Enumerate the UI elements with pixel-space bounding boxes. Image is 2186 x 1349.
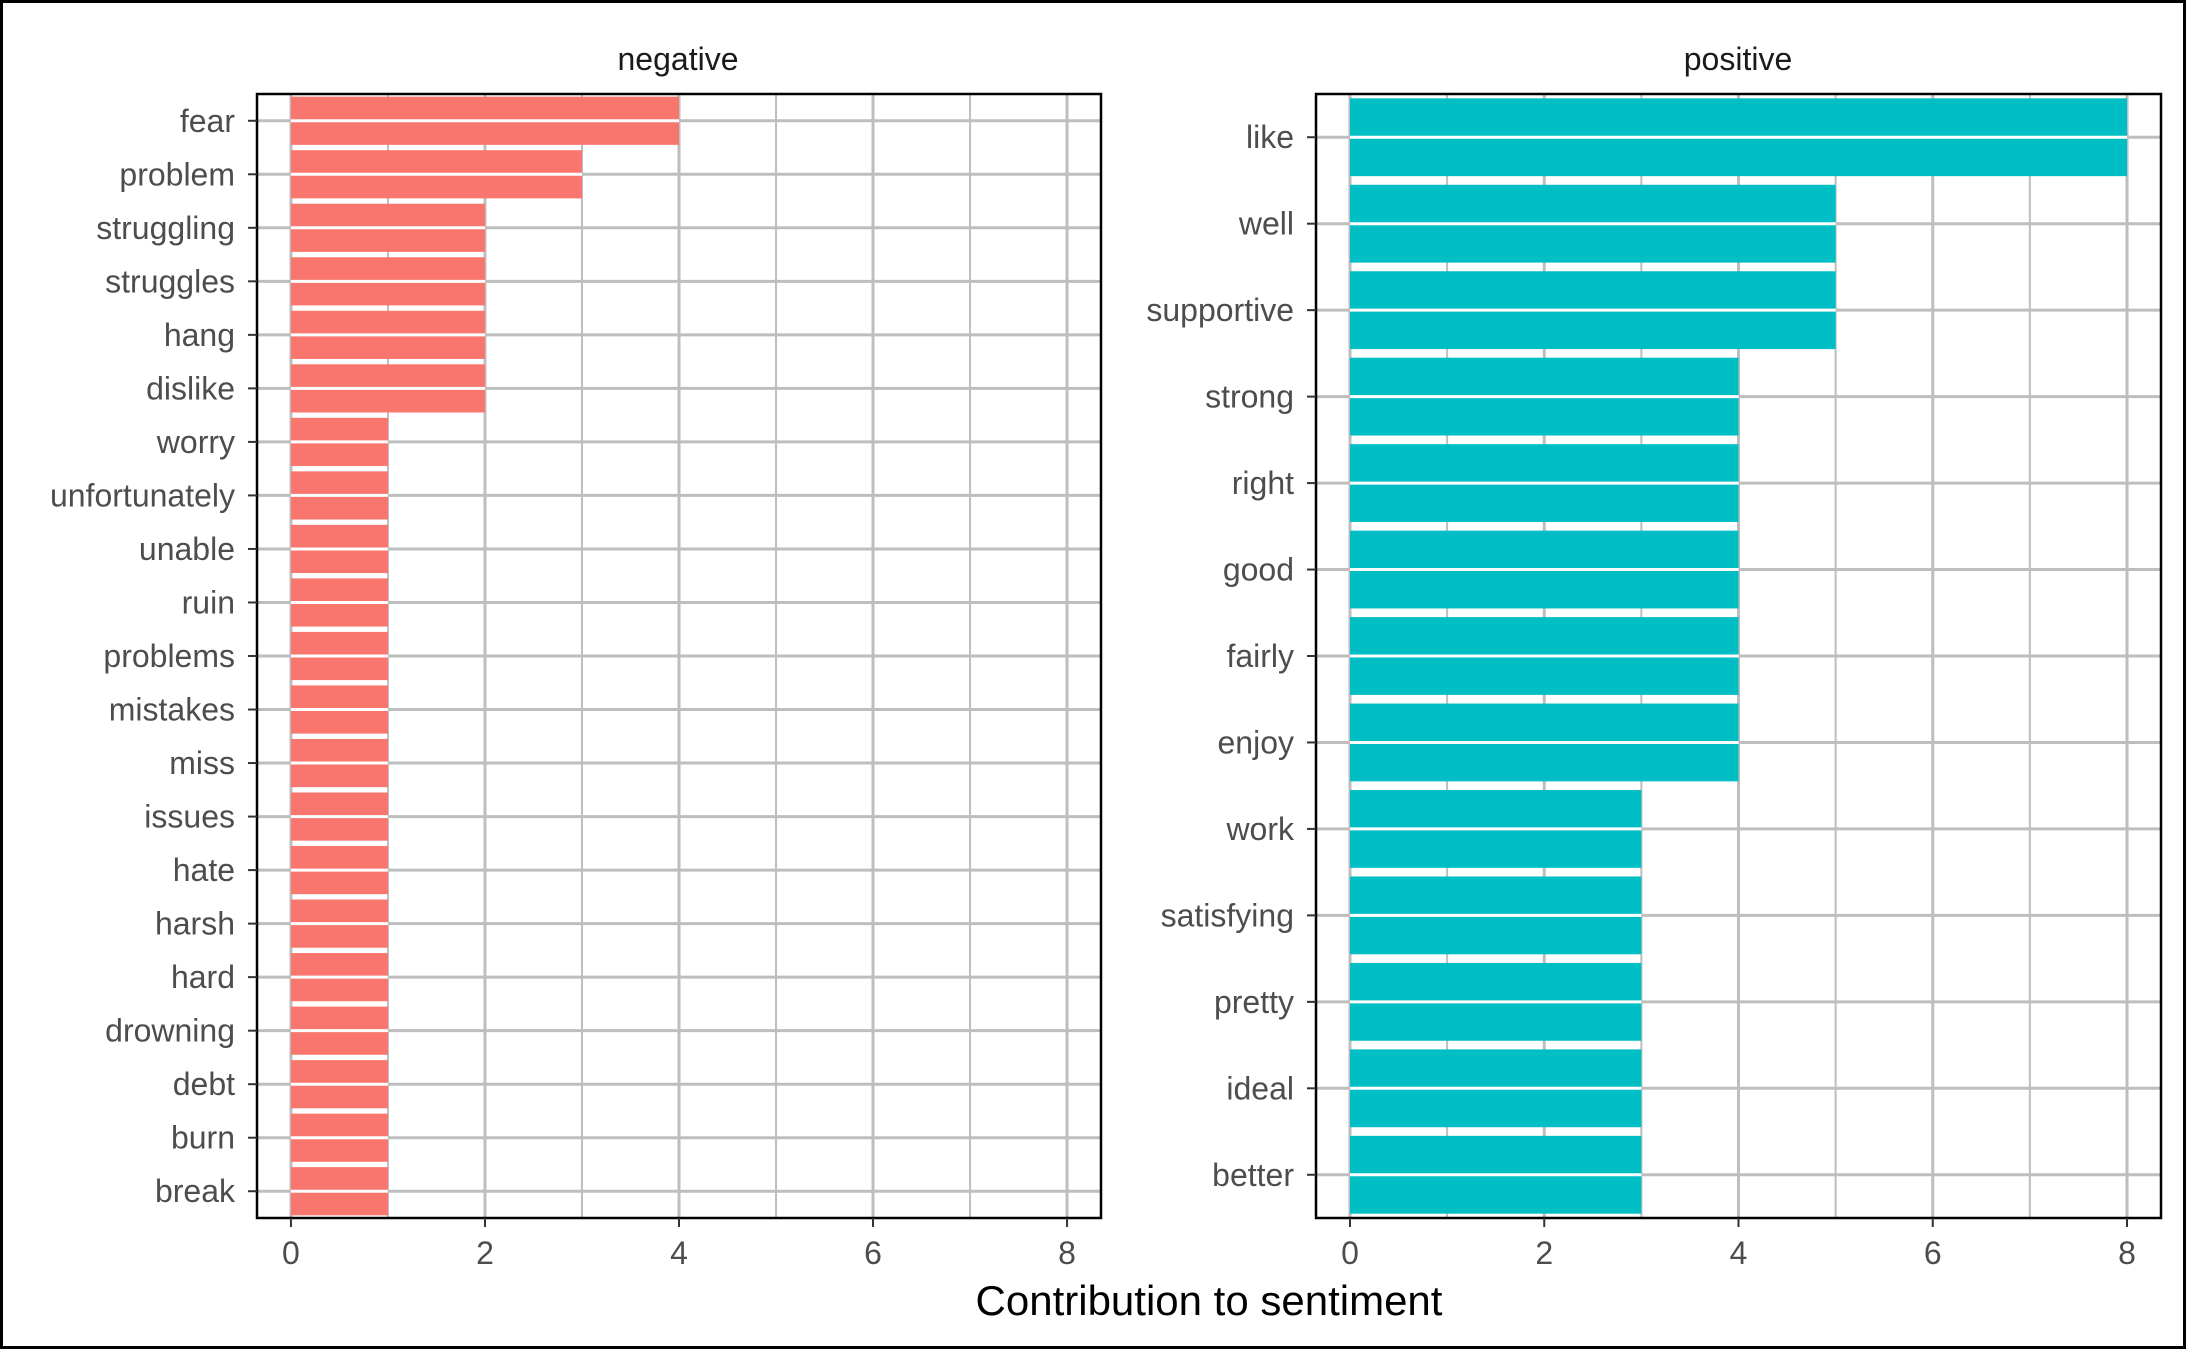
y-tick-label: better — [1212, 1157, 1294, 1193]
y-tick-label: break — [155, 1173, 236, 1209]
y-axis: fear problem struggling struggles hang dislik… — [50, 103, 257, 1209]
panel-title-positive: positive — [1684, 41, 1793, 77]
y-tick-label: hate — [173, 852, 235, 888]
y-tick-label: ideal — [1226, 1070, 1294, 1106]
x-tick-label: 4 — [1730, 1235, 1748, 1271]
bars — [1349, 98, 2128, 1214]
panel-positive: positive like well supportive strong right goo… — [1146, 41, 2163, 1271]
y-tick-label: mistakes — [109, 692, 235, 728]
y-tick-label: pretty — [1214, 984, 1294, 1020]
panel-negative: negative fear problem struggling struggles ha… — [50, 41, 1103, 1271]
x-axis: 0 2 4 6 8 — [282, 1218, 1076, 1271]
y-tick-label: burn — [171, 1120, 235, 1156]
y-tick-label: unfortunately — [50, 477, 235, 513]
x-axis-label: Contribution to sentiment — [976, 1277, 1443, 1324]
y-tick-label: ruin — [182, 584, 235, 620]
y-tick-label: worry — [156, 424, 235, 460]
y-tick-label: hard — [171, 959, 235, 995]
y-tick-label: fear — [180, 103, 235, 139]
y-tick-label: struggles — [105, 263, 235, 299]
y-tick-label: drowning — [105, 1013, 235, 1049]
y-tick-label: right — [1232, 465, 1294, 501]
y-tick-label: problem — [119, 156, 235, 192]
bars — [290, 96, 679, 1216]
y-tick-label: debt — [173, 1066, 235, 1102]
y-tick-label: struggling — [96, 210, 235, 246]
y-tick-label: well — [1238, 206, 1294, 242]
y-tick-label: supportive — [1146, 292, 1294, 328]
y-tick-label: dislike — [146, 370, 235, 406]
y-tick-label: enjoy — [1218, 724, 1295, 760]
y-tick-label: unable — [139, 531, 235, 567]
x-tick-label: 0 — [1341, 1235, 1359, 1271]
x-tick-label: 2 — [476, 1235, 494, 1271]
x-tick-label: 6 — [1924, 1235, 1942, 1271]
y-tick-label: harsh — [155, 906, 235, 942]
panels: negative fear problem struggling struggles ha… — [50, 41, 2163, 1271]
x-tick-label: 0 — [282, 1235, 300, 1271]
x-tick-label: 4 — [670, 1235, 688, 1271]
y-tick-label: like — [1246, 119, 1294, 155]
y-tick-label: satisfying — [1161, 897, 1294, 933]
y-tick-label: hang — [164, 317, 235, 353]
y-tick-label: fairly — [1226, 638, 1294, 674]
x-tick-label: 8 — [2118, 1235, 2136, 1271]
y-tick-label: issues — [144, 799, 235, 835]
y-tick-label: problems — [103, 638, 235, 674]
y-tick-label: work — [1225, 811, 1295, 847]
x-axis: 0 2 4 6 8 — [1341, 1218, 2136, 1271]
x-tick-label: 6 — [864, 1235, 882, 1271]
panel-title-negative: negative — [618, 41, 739, 77]
y-tick-label: miss — [169, 745, 235, 781]
y-axis: like well supportive strong right good fairly e… — [1146, 119, 1316, 1193]
x-tick-label: 8 — [1058, 1235, 1076, 1271]
y-tick-label: strong — [1205, 379, 1294, 415]
y-tick-label: good — [1223, 552, 1294, 588]
x-tick-label: 2 — [1535, 1235, 1553, 1271]
